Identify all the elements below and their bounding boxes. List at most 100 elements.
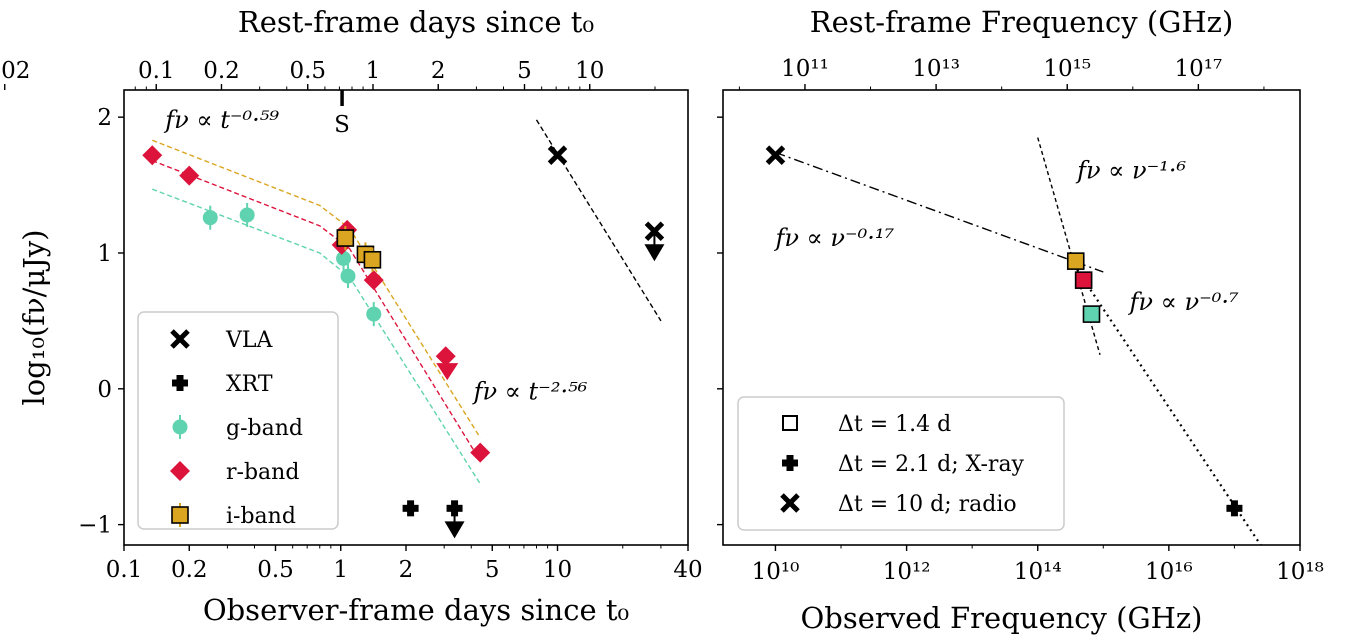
top-tick-label: 1 — [366, 58, 381, 84]
right-data-markers — [765, 145, 1243, 517]
rband-point — [363, 270, 384, 291]
legend-marker-0 — [170, 329, 190, 349]
top-tick-label: 0.1 — [138, 58, 175, 84]
sed-fit-dashed — [1037, 137, 1101, 356]
sed-point-4 — [1074, 271, 1093, 289]
top-tick-label: 10¹³ — [912, 56, 960, 82]
annotation-slope-mid: fν ∝ ν⁻⁰·⁷ — [1128, 288, 1239, 316]
gband-point — [340, 268, 356, 284]
right-legend: Δt = 1.4 d Δt = 2.1 d; X-ray Δt = 10 d; ra… — [737, 396, 1065, 531]
y-tick-label: 2 — [97, 105, 112, 131]
fit-line-2 — [152, 188, 481, 485]
sed-fit-dashdot — [775, 151, 1104, 273]
top-tick-label: 10¹⁵ — [1043, 56, 1091, 82]
upper-limit-arrow — [644, 244, 665, 262]
left-data-markers — [142, 145, 665, 539]
legend-label-0: VLA — [225, 328, 273, 353]
gband-point — [366, 306, 382, 322]
plus-bar — [407, 500, 415, 517]
left-panel: 0.10.20.512510400.020.10.20.512510−1012 … — [0, 5, 703, 627]
top-tick-label: 0.02 — [0, 58, 30, 84]
top-tick-label: 10¹¹ — [781, 56, 829, 82]
annotation-power-law-early: fν ∝ t⁻⁰·⁵⁹ — [163, 106, 279, 134]
fit-line-1 — [151, 159, 481, 462]
x-tick-label: 0.2 — [171, 557, 208, 583]
marker-s-label: S — [334, 112, 350, 138]
legend-label-3: r-band — [226, 460, 299, 485]
top-tick-label: 5 — [517, 58, 532, 84]
y-tick-label: 0 — [97, 377, 112, 403]
x-stroke — [780, 493, 800, 513]
vla-upper-limit — [644, 221, 665, 262]
plus-bar — [176, 375, 184, 391]
fit-line-0 — [151, 139, 481, 439]
right-panel: 10¹⁰ 10¹² 10¹⁴ 10¹⁶ 10¹⁸ 10¹¹ 10¹³ 10¹⁵ 10¹⁷ fν … — [717, 5, 1324, 635]
sed-point-5 — [1082, 305, 1101, 323]
iband-point — [336, 229, 355, 247]
legend-label-2: g-band — [226, 416, 303, 441]
right-top-axis-label: Rest-frame Frequency (GHz) — [810, 5, 1234, 39]
x-tick-label: 10¹² — [883, 559, 931, 585]
rband-point — [179, 165, 200, 186]
x-tick-label: 40 — [673, 557, 702, 583]
x-stroke — [765, 145, 786, 165]
left-axes: 0.1 0.2 0.5 1 2 5 10 40 0.02 0.1 0.2 0.5 1 2 5 10 −1 0 1 2 — [0, 58, 703, 583]
left-x-axis-label: Observer-frame days since t₀ — [203, 593, 629, 627]
xrt-upper-limit — [444, 500, 465, 539]
sed-point-0 — [765, 145, 786, 165]
x-stroke — [170, 329, 190, 349]
x-tick-label: 5 — [485, 557, 500, 583]
left-y-axis-label: log₁₀(fν/μJy) — [17, 229, 51, 405]
r-band-upper-limit — [436, 363, 459, 381]
vla-point — [547, 145, 568, 165]
right-plot-frame — [722, 89, 1301, 546]
x-tick-label: 10¹⁶ — [1145, 559, 1193, 585]
x-tick-label: 10¹⁰ — [752, 559, 800, 585]
legend-marker-1 — [782, 455, 798, 471]
top-tick-label: 0.2 — [203, 58, 240, 84]
y-tick-label: 1 — [97, 241, 112, 267]
y-tick-label: −1 — [78, 513, 112, 539]
right-legend-box — [737, 396, 1065, 531]
rband-point — [470, 442, 491, 463]
left-annotations: fν ∝ t⁻⁰·⁵⁹ fν ∝ t⁻²·⁵⁶ S — [163, 106, 587, 406]
right-annotations: fν ∝ ν⁻¹·⁶ fν ∝ ν⁻⁰·¹⁷ fν ∝ ν⁻⁰·⁷ — [773, 156, 1239, 316]
legend-marker-2 — [172, 419, 188, 435]
legend-label-1: Δt = 2.1 d; X-ray — [838, 452, 1025, 477]
top-tick-label: 2 — [431, 58, 446, 84]
top-tick-label: 0.5 — [289, 58, 326, 84]
plus-bar — [1230, 500, 1238, 517]
x-tick-label: 0.5 — [257, 557, 294, 583]
left-top-axis-label: Rest-frame days since t₀ — [238, 5, 594, 39]
xrt-point — [402, 500, 419, 517]
x-tick-label: 1 — [333, 557, 348, 583]
annotation-slope-shallow: fν ∝ ν⁻⁰·¹⁷ — [773, 224, 894, 252]
right-fit-lines — [775, 137, 1262, 546]
gband-point — [202, 210, 218, 226]
left-fit-lines — [151, 119, 662, 485]
plus-bar — [786, 455, 794, 471]
legend-marker-1 — [172, 375, 188, 391]
top-tick-label: 10¹⁷ — [1175, 56, 1223, 82]
right-x-axis-label: Observed Frequency (GHz) — [800, 601, 1202, 635]
x-tick-label: 10 — [543, 557, 572, 583]
upper-limit-arrow — [444, 521, 465, 539]
annotation-power-law-late: fν ∝ t⁻²·⁵⁶ — [472, 378, 588, 406]
legend-marker-4 — [171, 506, 189, 524]
gband-point — [336, 250, 352, 266]
x-tick-label: 10¹⁸ — [1276, 559, 1324, 585]
gband-point — [239, 207, 255, 223]
left-legend: VLA XRT g-band r-band i-band — [137, 311, 339, 530]
legend-marker-2 — [780, 493, 800, 513]
x-stroke — [547, 145, 568, 165]
top-tick-label: 10 — [575, 58, 604, 84]
rband-point — [142, 145, 163, 166]
rband-point — [435, 346, 456, 367]
x-tick-label: 2 — [399, 557, 414, 583]
sed-point-1 — [1226, 500, 1243, 517]
left-legend-box — [137, 311, 339, 530]
legend-marker-0 — [782, 415, 798, 431]
legend-marker-3 — [170, 461, 190, 481]
legend-label-0: Δt = 1.4 d — [838, 412, 951, 437]
